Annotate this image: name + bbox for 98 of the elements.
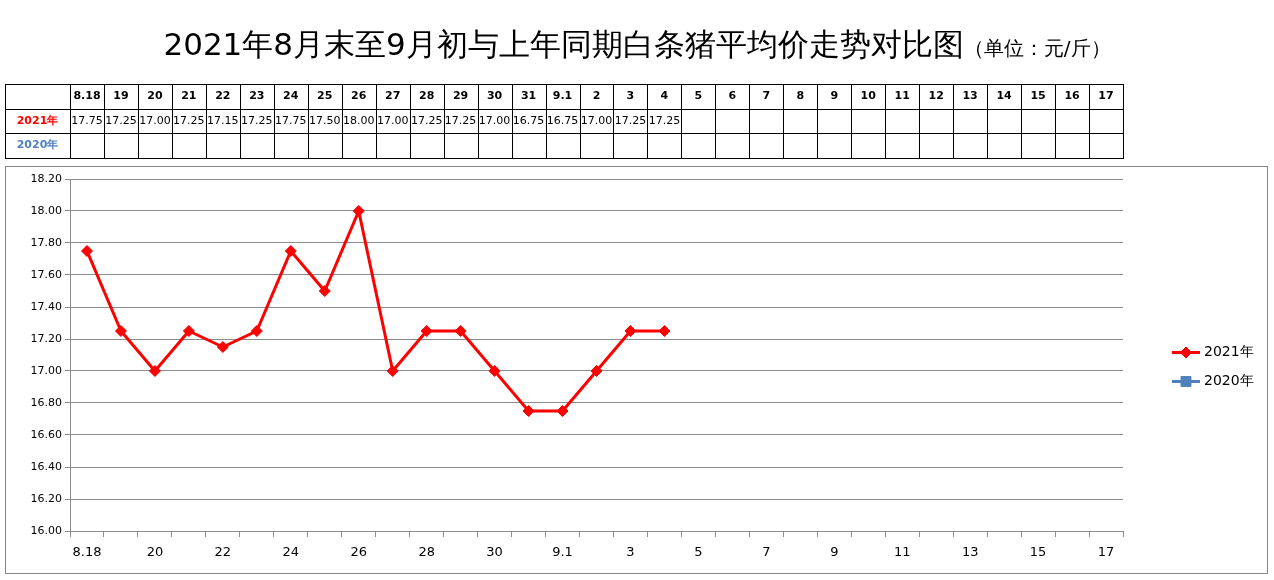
x-tick-label: 22	[214, 88, 232, 104]
x-tick-label: 13	[961, 88, 979, 104]
point	[250, 325, 263, 337]
x-tick-label: 25	[316, 88, 334, 104]
x-tick-label: 21	[180, 88, 198, 104]
x-tick-label: 5	[693, 88, 704, 104]
data-label: 17.15	[206, 112, 240, 129]
point	[284, 245, 297, 257]
x-tick-label: 9.1	[551, 88, 574, 104]
legend-label: 2020年	[1204, 372, 1254, 389]
chart-subtitle: （单位：元/斤）	[963, 36, 1111, 60]
x-tick-label: 7	[761, 88, 772, 104]
data-label: 17.75	[274, 112, 308, 129]
point	[182, 325, 195, 337]
y-tick-label: 17.00	[30, 363, 62, 377]
x-tick-label: 6	[727, 88, 738, 104]
x-tick-label: 11	[893, 88, 911, 104]
x-tick-label: 20	[146, 88, 164, 104]
x-tick-label: 26	[350, 88, 368, 104]
data-label: 17.25	[240, 112, 274, 129]
data-label: 17.00	[375, 112, 410, 129]
category-label: 5	[694, 544, 703, 560]
x-tick-label: 4	[659, 88, 670, 104]
y-tick-label: 16.60	[30, 427, 62, 441]
category-label: 30	[486, 544, 503, 560]
category-label: 9.1	[552, 544, 573, 560]
y-tick-label: 16.40	[30, 459, 62, 473]
data-label: 17.00	[477, 112, 512, 129]
data-label: 17.25	[104, 112, 138, 129]
x-tick-label: 19	[112, 88, 130, 104]
point	[590, 365, 603, 377]
x-tick-label: 12	[927, 88, 945, 104]
y-tick-label: 17.60	[30, 267, 62, 281]
x-tick-label: 31	[519, 88, 538, 104]
data-label: 16.75	[545, 112, 580, 129]
point	[386, 365, 399, 377]
category-label: 22	[214, 544, 232, 560]
x-tick-label: 16	[1063, 88, 1081, 104]
category-label: 20	[146, 544, 164, 560]
point	[522, 405, 535, 417]
data-label: 17.00	[579, 112, 614, 129]
x-tick-label: 8	[795, 88, 806, 104]
x-tick-label: 23	[248, 88, 266, 104]
y-tick-label: 17.80	[30, 235, 62, 249]
category-label: 8.18	[72, 544, 102, 560]
data-label: 17.00	[138, 112, 172, 129]
x-tick-label: 14	[995, 88, 1013, 104]
point	[148, 365, 161, 377]
data-label: 17.75	[70, 112, 104, 129]
data-label: 17.25	[443, 112, 478, 129]
x-tick-label: 17	[1097, 88, 1115, 104]
x-tick-label: 8.18	[72, 88, 102, 104]
x-tick-label: 30	[485, 88, 504, 104]
x-tick-label: 2	[591, 88, 602, 104]
category-label: 26	[350, 544, 367, 560]
category-label: 28	[418, 544, 435, 560]
x-tick-label: 28	[418, 88, 436, 104]
text: 2020年	[16, 138, 59, 152]
point	[420, 325, 433, 337]
x-tick-label: 15	[1029, 88, 1047, 104]
y-tick-label: 17.20	[30, 331, 62, 345]
category-label: 17	[1097, 544, 1115, 560]
point	[352, 205, 365, 217]
y-tick-label: 18.20	[30, 171, 62, 185]
x-tick-label: 10	[859, 88, 877, 104]
category-label: 7	[762, 544, 771, 560]
point	[318, 285, 331, 297]
point	[114, 325, 127, 337]
x-tick-label: 9	[829, 88, 840, 104]
text: 2021年	[16, 113, 59, 127]
y-tick-label: 16.00	[30, 523, 62, 537]
y-tick-label: 18.00	[30, 203, 62, 217]
x-tick-label: 29	[451, 88, 470, 104]
category-label: 24	[282, 544, 300, 560]
point	[488, 365, 501, 377]
category-label: 9	[830, 544, 839, 560]
category-label: 13	[961, 544, 979, 560]
x-tick-label: 24	[282, 88, 300, 104]
category-label: 15	[1029, 544, 1047, 560]
data-label: 17.25	[409, 112, 444, 129]
data-label: 17.25	[613, 112, 648, 129]
y-tick-label: 17.40	[30, 299, 62, 313]
category-label: 3	[626, 544, 635, 560]
data-label: 16.75	[511, 112, 546, 129]
point	[216, 341, 229, 353]
chart-title: 2021年8月末至9月初与上年同期白条猪平均价走势对比图	[163, 26, 964, 62]
x-tick-label: 27	[384, 88, 402, 104]
category-label: 11	[893, 544, 911, 560]
y-tick-label: 16.80	[30, 395, 62, 409]
data-label: 18.00	[341, 112, 376, 129]
point	[658, 325, 671, 337]
data-label: 17.25	[172, 112, 206, 129]
legend-label: 2021年	[1204, 343, 1254, 360]
point	[80, 245, 93, 257]
data-label: 17.25	[647, 112, 682, 129]
y-tick-label: 16.20	[30, 491, 62, 505]
x-tick-label: 3	[625, 88, 636, 104]
data-label: 17.50	[308, 112, 342, 129]
